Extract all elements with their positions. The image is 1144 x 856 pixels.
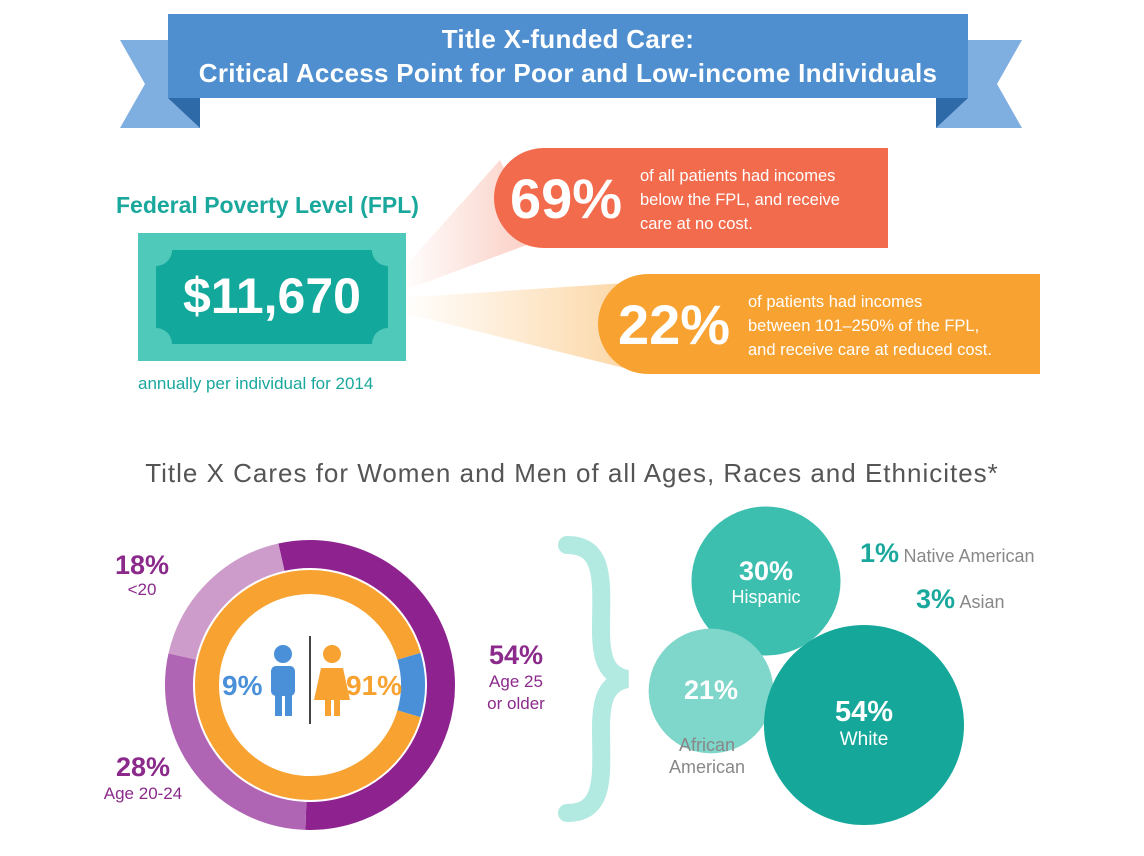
donut-slice-25plus xyxy=(278,540,455,830)
female-pct: 91% xyxy=(346,670,402,702)
banner xyxy=(168,14,968,98)
dollar-bill-inner xyxy=(156,250,388,344)
donut-slice-under20 xyxy=(168,543,285,660)
male-pct-text: 9% xyxy=(222,670,263,701)
age-label-under20: 18% <20 xyxy=(112,550,172,599)
native-american-pct: 1% xyxy=(860,538,900,568)
hispanic-name: Hispanic xyxy=(731,587,801,607)
banner-title: Title X-funded Care: Critical Access Poi… xyxy=(168,22,968,90)
bubble-african-american xyxy=(648,628,774,754)
right-brace-icon xyxy=(558,536,630,822)
donut-slice-female xyxy=(195,570,421,800)
age-under20-pct: 18% xyxy=(114,550,170,580)
gender-divider xyxy=(309,636,311,724)
fpl-note: annually per individual for 2014 xyxy=(138,374,374,393)
banner-title-line2: Critical Access Point for Poor and Low-i… xyxy=(198,58,938,88)
banner-title-line1: Title X-funded Care: xyxy=(441,24,695,54)
white-label: 54% White xyxy=(794,696,934,751)
donut-slice-20-24 xyxy=(165,653,307,830)
age-25plus-pct: 54% xyxy=(488,640,544,670)
age-label-25plus: 54% Age 25 or older xyxy=(476,640,556,715)
stat-69-pct: 69% xyxy=(510,167,623,230)
hispanic-label: 30% Hispanic xyxy=(708,556,824,608)
stat-69-line: of all patients had incomes xyxy=(640,167,836,185)
stat-69-line: below the FPL, and receive xyxy=(640,191,840,209)
african-american-pct: 21% xyxy=(683,675,739,705)
ribbon-right-fold xyxy=(936,98,968,128)
section-title: Title X Cares for Women and Men of all A… xyxy=(145,458,999,488)
fpl-amount: $11,670 xyxy=(183,268,361,324)
bubble-hispanic xyxy=(691,506,841,656)
age-under20-name: <20 xyxy=(127,580,157,599)
donut-slice-male xyxy=(397,652,425,718)
age-20-24-name: Age 20-24 xyxy=(103,784,183,803)
age-label-20-24: 28% Age 20-24 xyxy=(88,752,198,805)
hispanic-pct: 30% xyxy=(738,556,794,586)
stat-22-pct: 22% xyxy=(618,293,731,356)
native-american-label: 1% Native American xyxy=(860,538,1035,569)
asian-name: Asian xyxy=(959,592,1005,612)
beam-to-22 xyxy=(400,282,640,372)
age-gender-donut xyxy=(165,540,455,830)
age-25plus-name: Age 25 or older xyxy=(487,672,545,713)
male-icon xyxy=(271,645,295,716)
stat-22-pill xyxy=(598,274,1040,374)
white-pct: 54% xyxy=(834,696,894,728)
stat-69-text: of all patients had incomes below the FP… xyxy=(640,164,840,236)
stat-22-line: between 101–250% of the FPL, xyxy=(748,317,980,335)
white-name: White xyxy=(839,729,889,750)
female-pct-text: 91% xyxy=(346,670,403,701)
native-american-name: Native American xyxy=(903,546,1035,566)
asian-pct: 3% xyxy=(916,584,956,614)
bill-corners xyxy=(140,234,404,360)
stat-22-text: of patients had incomes between 101–250%… xyxy=(748,290,992,362)
asian-label: 3% Asian xyxy=(916,584,1005,615)
stat-22-line: and receive care at reduced cost. xyxy=(748,341,992,359)
male-pct: 9% xyxy=(222,670,262,702)
fpl-heading: Federal Poverty Level (FPL) xyxy=(116,192,419,218)
bubble-white xyxy=(764,625,964,825)
stat-69-line: care at no cost. xyxy=(640,215,753,233)
female-icon xyxy=(314,645,350,716)
ribbon-left-fold xyxy=(168,98,200,128)
stat-69-pill xyxy=(494,148,888,248)
gender-icons xyxy=(271,636,350,724)
african-american-name: African American xyxy=(668,735,746,777)
age-20-24-pct: 28% xyxy=(115,752,171,782)
stat-22-line: of patients had incomes xyxy=(748,293,923,311)
